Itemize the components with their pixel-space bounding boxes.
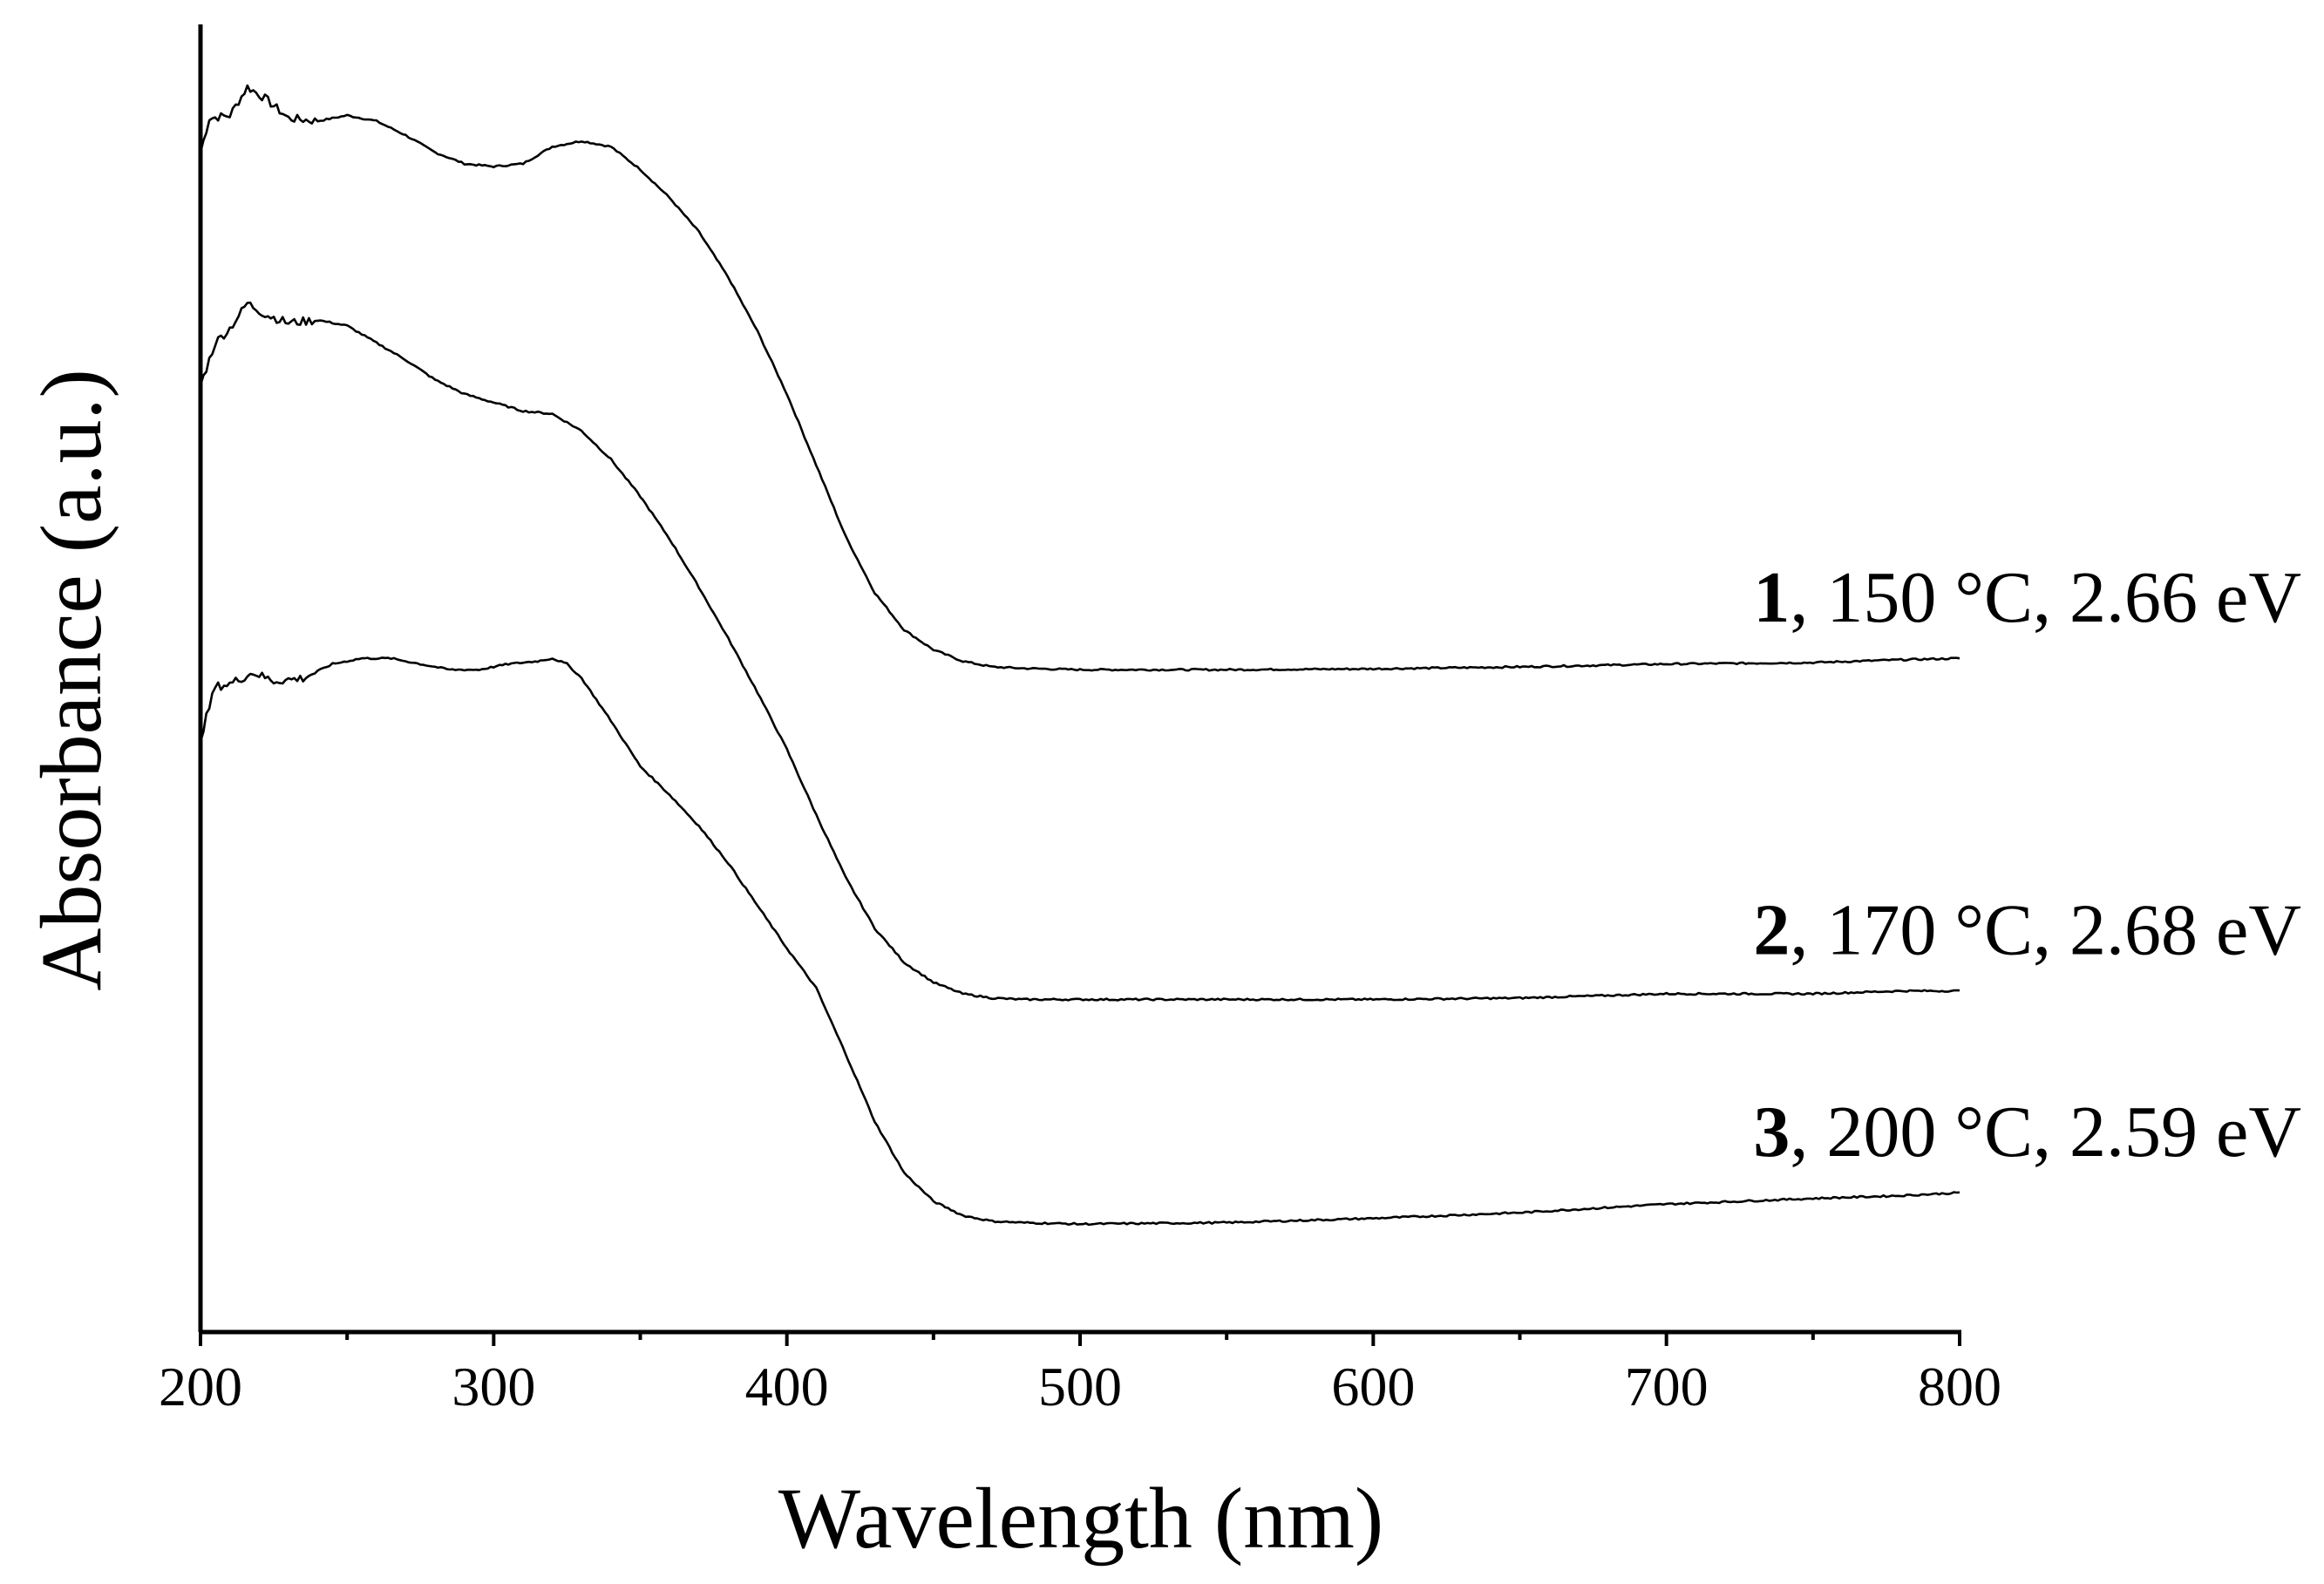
series-1-line xyxy=(199,84,1960,672)
series-3-label: 3, 200 °C, 2.59 eV xyxy=(1753,1091,2301,1173)
x-ticks xyxy=(199,1332,1961,1346)
series-3-line xyxy=(199,656,1960,1227)
x-tick-label: 600 xyxy=(1331,1356,1415,1417)
x-tick-label: 400 xyxy=(745,1356,829,1417)
curves-layer xyxy=(199,84,1960,1227)
x-tick-label: 800 xyxy=(1918,1356,2001,1417)
series-1-label-number: 1 xyxy=(1753,557,1790,638)
series-3-label-text: , 200 °C, 2.59 eV xyxy=(1790,1091,2301,1173)
series-2-label-text: , 170 °C, 2.68 eV xyxy=(1790,890,2301,971)
series-3-label-number: 3 xyxy=(1753,1091,1790,1173)
x-tick-label: 300 xyxy=(452,1356,535,1417)
x-tick-label: 700 xyxy=(1625,1356,1709,1417)
x-tick-label: 200 xyxy=(159,1356,242,1417)
series-2-label-number: 2 xyxy=(1753,890,1790,971)
series-2-line xyxy=(199,301,1960,1002)
series-1-label-text: , 150 °C, 2.66 eV xyxy=(1790,557,2301,638)
y-axis-title: Absorbance (a.u.) xyxy=(23,369,119,991)
x-axis-title: Wavelength (nm) xyxy=(778,1470,1383,1567)
x-tick-label: 500 xyxy=(1038,1356,1122,1417)
series-2-label: 2, 170 °C, 2.68 eV xyxy=(1753,890,2301,971)
series-1-label: 1, 150 °C, 2.66 eV xyxy=(1753,557,2301,638)
series-labels: 1, 150 °C, 2.66 eV 2, 170 °C, 2.68 eV 3, 2… xyxy=(1753,557,2301,1173)
x-tick-labels: 200 300 400 500 600 700 800 xyxy=(159,1356,2001,1417)
